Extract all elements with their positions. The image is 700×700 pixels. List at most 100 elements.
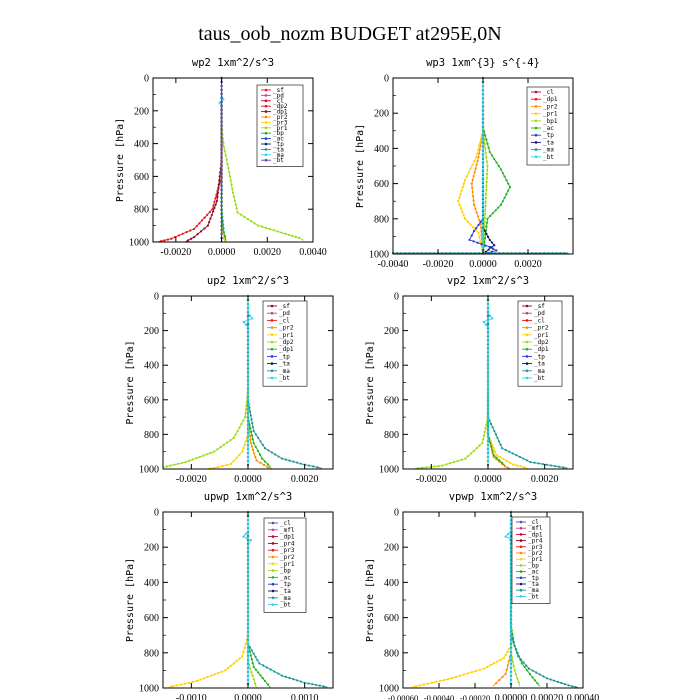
series-marker [481, 216, 485, 220]
y-tick-label: 800 [374, 214, 389, 225]
series-marker [220, 140, 223, 144]
series-marker [296, 679, 299, 682]
series-marker [477, 156, 480, 159]
series-marker [501, 461, 504, 465]
series-marker [486, 451, 490, 454]
series-marker [218, 101, 221, 104]
series-marker [246, 655, 250, 658]
series-marker [185, 231, 188, 234]
panel-title: up2 1xm^2/s^3 [207, 275, 289, 287]
x-tick-label: -0.00020 [460, 693, 490, 700]
legend-marker [264, 126, 268, 130]
series-marker [232, 195, 236, 198]
series-marker [486, 350, 490, 353]
series-marker [485, 232, 488, 235]
series-marker [508, 450, 511, 453]
series-marker [450, 676, 454, 680]
series-marker [549, 678, 552, 681]
series-marker [259, 461, 262, 464]
chart-panel-4: vp2 1xm^2/s^3 0 200 400 600 800 1000 -0.0020 0.0… [365, 275, 574, 485]
series-marker [489, 664, 492, 667]
legend-marker [271, 576, 275, 579]
series-marker [263, 679, 267, 683]
chart-panel-1: wp2 1xm^2/s^3 0 200 400 600 800 1000 -0.0020 0.0… [115, 57, 327, 258]
series-marker [198, 222, 201, 225]
series-marker [475, 163, 478, 166]
series-marker [262, 463, 266, 467]
series-marker [487, 248, 490, 251]
legend-label: _sf [273, 87, 284, 94]
legend-label: _pr2 [543, 103, 558, 110]
series-marker [284, 458, 287, 461]
legend-marker [525, 311, 529, 315]
series-marker [190, 237, 193, 240]
series-marker [228, 171, 231, 174]
series-marker [531, 676, 534, 679]
series-marker [456, 459, 459, 463]
series-marker [486, 307, 490, 311]
series-marker [476, 215, 480, 218]
legend-marker [519, 595, 523, 598]
y-tick-label: 600 [384, 613, 399, 624]
series-marker [200, 219, 204, 222]
series-marker [222, 145, 225, 148]
series-marker [246, 338, 250, 341]
series-marker [486, 415, 490, 418]
series-marker [533, 679, 537, 682]
legend-marker [519, 533, 523, 536]
series-marker [514, 648, 517, 651]
series-marker [246, 548, 250, 551]
series-marker [246, 330, 250, 333]
series-marker [481, 88, 485, 92]
series-marker [459, 193, 462, 196]
series-marker [220, 96, 223, 100]
series-marker [257, 224, 260, 227]
series-marker [486, 665, 489, 668]
series-marker [220, 224, 223, 228]
series-marker [483, 237, 487, 240]
series-marker [473, 159, 476, 163]
series-marker [220, 108, 223, 112]
series-marker [206, 213, 209, 216]
legend-marker [525, 319, 529, 322]
legend-label: _bt [543, 154, 554, 161]
series-marker [240, 422, 243, 426]
legend-label: _pr2 [273, 114, 288, 121]
legend-label: _ma [273, 152, 284, 159]
series-marker [206, 224, 209, 227]
series-line [411, 510, 513, 688]
series-marker [480, 243, 483, 246]
series-marker [481, 124, 485, 128]
series-marker [486, 217, 489, 220]
series-marker [273, 670, 276, 673]
series-marker [246, 366, 250, 369]
series-line [414, 294, 490, 470]
series-marker [246, 382, 250, 385]
series-marker [446, 678, 450, 681]
series-marker [481, 228, 485, 232]
series-marker [509, 639, 513, 642]
legend-label: _tp [534, 353, 545, 360]
legend-marker [264, 137, 268, 140]
chart-panel-3: up2 1xm^2/s^3 0 200 400 600 800 1000 -0.0020 0.0… [125, 275, 334, 485]
series-marker [227, 167, 230, 170]
series-marker [560, 681, 563, 685]
legend-marker [271, 603, 275, 606]
series-marker [243, 443, 246, 446]
legend-box [256, 84, 304, 167]
legend-label: _dp2 [273, 103, 288, 110]
series-marker [175, 684, 178, 687]
series-marker [231, 187, 234, 190]
series-marker [220, 176, 223, 180]
legend-label: _cl [534, 317, 545, 324]
series-marker [246, 615, 250, 618]
series-marker [481, 441, 484, 445]
series-marker [481, 176, 485, 180]
series-marker [511, 452, 514, 455]
legend-label: _bp [273, 130, 284, 137]
series-marker [199, 230, 203, 233]
legend-marker [270, 355, 274, 358]
series-marker [220, 160, 223, 164]
series-marker [542, 675, 545, 678]
legend-label: _dp1 [273, 109, 288, 116]
